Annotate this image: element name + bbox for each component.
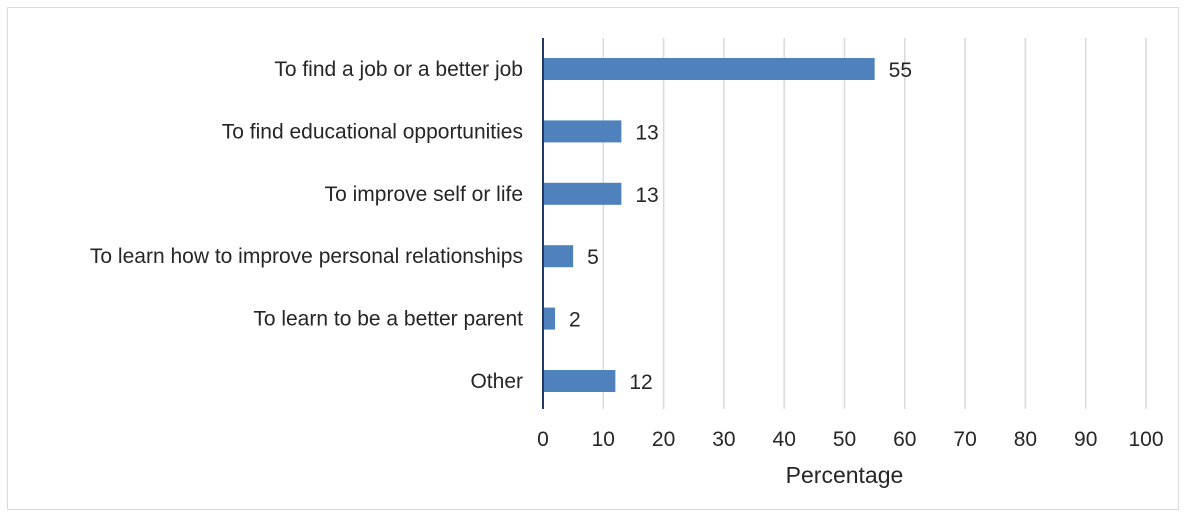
data-labels: 55 13 13 5 2 12 bbox=[569, 59, 912, 394]
category-label: To improve self or life bbox=[325, 183, 523, 206]
data-label: 2 bbox=[569, 309, 581, 332]
x-tick-label: 40 bbox=[773, 428, 796, 451]
x-tick-label: 100 bbox=[1128, 428, 1163, 451]
data-label: 13 bbox=[635, 184, 658, 207]
bar bbox=[543, 370, 616, 392]
category-label: To find educational opportunities bbox=[222, 120, 523, 143]
bar bbox=[543, 182, 622, 205]
x-tick-label: 10 bbox=[592, 428, 615, 451]
bar bbox=[543, 245, 574, 268]
x-tick-label: 30 bbox=[712, 428, 735, 451]
data-label: 12 bbox=[629, 371, 652, 394]
data-label: 13 bbox=[635, 121, 658, 144]
x-tick-label: 90 bbox=[1074, 428, 1097, 451]
bars bbox=[543, 58, 875, 392]
data-label: 55 bbox=[889, 59, 912, 82]
data-label: 5 bbox=[587, 246, 599, 269]
x-tick-label: 70 bbox=[953, 428, 976, 451]
category-labels: To find a job or a better job To find edu… bbox=[90, 58, 523, 393]
bar bbox=[543, 120, 622, 143]
category-label: Other bbox=[470, 370, 523, 393]
category-label: To learn to be a better parent bbox=[253, 308, 523, 331]
category-label: To learn how to improve personal relatio… bbox=[90, 245, 523, 268]
category-label: To find a job or a better job bbox=[274, 58, 523, 81]
x-axis-title: Percentage bbox=[786, 462, 904, 488]
x-tick-labels: 0 10 20 30 40 50 60 70 80 90 100 bbox=[537, 428, 1163, 451]
x-tick-label: 0 bbox=[537, 428, 549, 451]
x-tick-label: 50 bbox=[833, 428, 856, 451]
chart-frame bbox=[7, 7, 1179, 510]
bar bbox=[543, 307, 556, 330]
x-tick-label: 60 bbox=[893, 428, 916, 451]
x-tick-label: 20 bbox=[652, 428, 675, 451]
x-tick-label: 80 bbox=[1014, 428, 1037, 451]
bar bbox=[543, 58, 875, 80]
gridlines bbox=[602, 38, 1147, 409]
